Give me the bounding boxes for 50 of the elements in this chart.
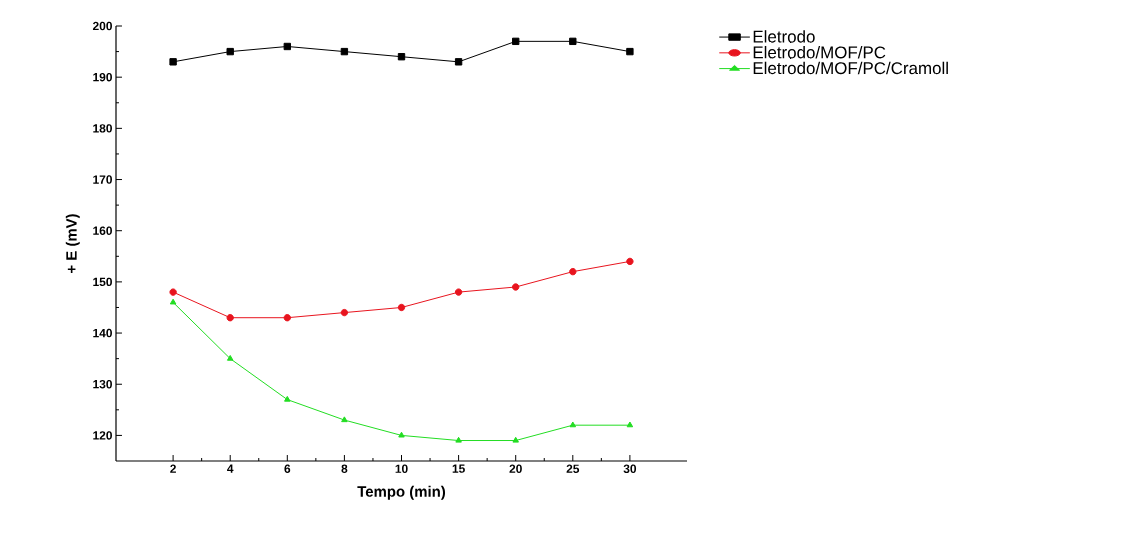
x-tick-label: 2	[170, 464, 176, 473]
point	[340, 47, 349, 56]
y-tick-label: 150	[93, 277, 112, 287]
point	[569, 267, 577, 276]
point	[569, 37, 577, 46]
x-tick-label: 8	[341, 464, 348, 473]
x-tick-label: 15	[452, 464, 465, 473]
point	[454, 58, 463, 66]
x-tick-label: 4	[227, 464, 234, 473]
point	[397, 303, 406, 312]
point	[626, 47, 634, 56]
y-tick-label: 190	[93, 72, 112, 82]
point	[569, 421, 577, 428]
legend-label: Eletrodo/MOF/PC	[753, 45, 886, 59]
point	[341, 416, 348, 423]
point	[283, 42, 291, 51]
point	[455, 436, 462, 443]
point	[169, 58, 177, 66]
point	[169, 298, 177, 305]
x-axis-title: Tempo (min)	[357, 485, 446, 500]
y-axis-title: + E (mV)	[65, 214, 80, 273]
y-tick-label: 140	[93, 328, 112, 338]
y-tick-label: 170	[93, 175, 112, 184]
point	[169, 288, 177, 296]
y-tick-label: 120	[93, 431, 112, 440]
point	[512, 436, 519, 443]
point	[226, 354, 234, 361]
point	[454, 288, 463, 296]
point	[226, 314, 234, 322]
x-tick-label: 20	[509, 464, 522, 473]
point	[398, 431, 405, 438]
y-tick-label: 160	[93, 226, 112, 235]
legend-label: Eletrodo	[753, 30, 815, 43]
y-tick-label: 130	[93, 380, 112, 389]
point	[512, 283, 520, 291]
point	[626, 421, 634, 428]
y-tick-label: 180	[93, 124, 112, 133]
point	[512, 37, 520, 46]
point	[284, 395, 291, 402]
y-tick-label: 200	[92, 21, 112, 31]
x-tick-label: 10	[395, 464, 408, 473]
x-tick-label: 30	[623, 464, 637, 474]
point	[626, 257, 634, 266]
x-tick-label: 6	[284, 464, 291, 473]
point	[283, 314, 291, 322]
point	[340, 308, 349, 317]
legend-label: Eletrodo/MOF/PC/Cramoll	[753, 61, 948, 75]
x-tick-label: 25	[566, 464, 580, 473]
point	[397, 53, 406, 61]
point	[226, 47, 234, 56]
